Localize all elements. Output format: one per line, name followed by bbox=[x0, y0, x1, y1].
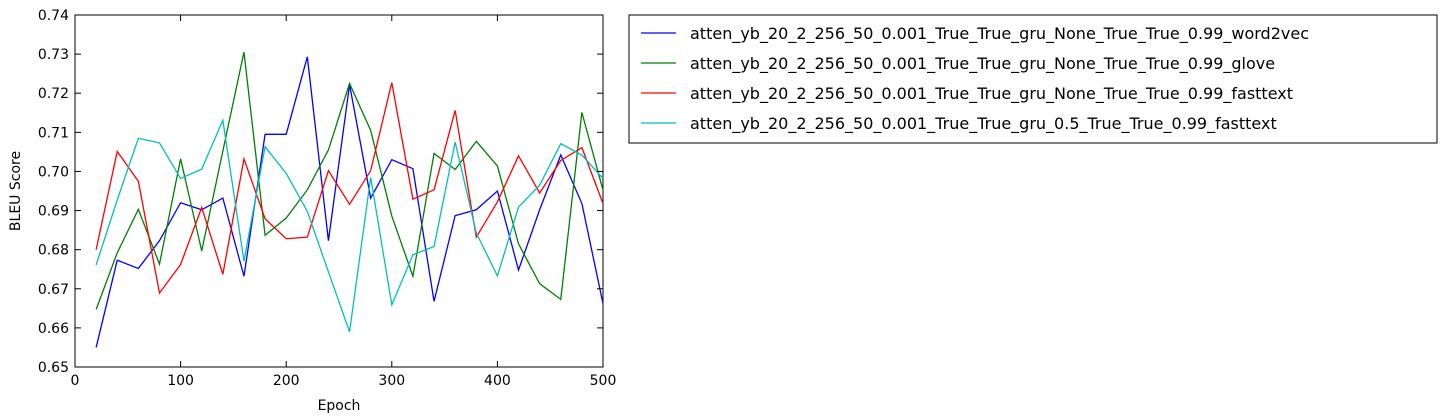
x-tick-label: 400 bbox=[484, 373, 511, 389]
legend-label-3: atten_yb_20_2_256_50_0.001_True_True_gru… bbox=[690, 84, 1293, 104]
plot-area bbox=[74, 14, 604, 368]
x-tick-label: 500 bbox=[590, 373, 617, 389]
legend-label-4: atten_yb_20_2_256_50_0.001_True_True_gru… bbox=[690, 114, 1277, 134]
x-tick-label: 100 bbox=[167, 373, 194, 389]
y-tick-label: 0.71 bbox=[38, 125, 69, 141]
legend-frame bbox=[628, 14, 1438, 144]
series-line-4 bbox=[95, 117, 604, 333]
legend-label-1: atten_yb_20_2_256_50_0.001_True_True_gru… bbox=[690, 24, 1309, 44]
y-tick-label: 0.70 bbox=[38, 164, 69, 180]
x-tick-label: 300 bbox=[378, 373, 405, 389]
series-layer bbox=[95, 52, 604, 348]
x-axis-title: Epoch bbox=[318, 398, 361, 414]
legend: atten_yb_20_2_256_50_0.001_True_True_gru… bbox=[628, 14, 1438, 144]
x-axis: 0 100 200 300 400 500 bbox=[71, 15, 617, 389]
y-tick-label: 0.74 bbox=[38, 8, 69, 24]
x-tick-label: 200 bbox=[273, 373, 300, 389]
series-line-3 bbox=[95, 82, 604, 295]
y-tick-label: 0.65 bbox=[38, 360, 69, 376]
y-tick-label: 0.73 bbox=[38, 47, 69, 63]
series-line-2 bbox=[95, 52, 604, 310]
y-axis-title: BLEU Score bbox=[8, 151, 24, 231]
legend-label-2: atten_yb_20_2_256_50_0.001_True_True_gru… bbox=[690, 54, 1275, 74]
y-tick-label: 0.72 bbox=[38, 86, 69, 102]
y-tick-label: 0.68 bbox=[38, 243, 69, 259]
y-tick-label: 0.66 bbox=[38, 321, 69, 337]
y-axis: 0.65 0.66 0.67 0.68 0.69 0.70 0.71 0.72 0.73 0.74 bbox=[38, 8, 603, 376]
y-tick-label: 0.67 bbox=[38, 282, 69, 298]
y-tick-label: 0.69 bbox=[38, 204, 69, 220]
x-tick-label: 0 bbox=[71, 373, 80, 389]
